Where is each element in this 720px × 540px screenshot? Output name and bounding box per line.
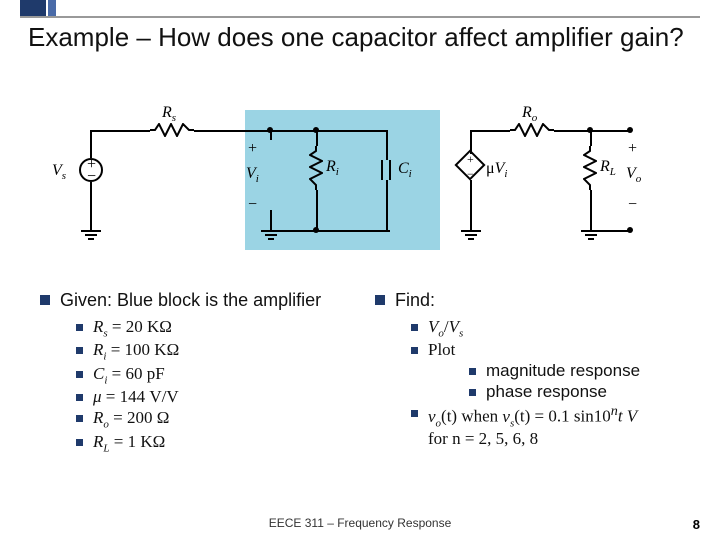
given-list: Rs = 20 KΩRi = 100 KΩCi = 60 pFμ = 144 V…: [76, 317, 365, 454]
find-column: Find: Vo/Vs Plot magnitude responsephase…: [365, 290, 700, 455]
bullet-icon: [76, 324, 83, 331]
given-item: RL = 1 KΩ: [76, 432, 365, 454]
given-item: Ro = 200 Ω: [76, 408, 365, 430]
label-rl: RL: [600, 158, 616, 178]
resistor-rl: [583, 146, 597, 190]
bullet-icon: [469, 368, 476, 375]
ground-icon: [81, 230, 101, 244]
label-rs: Rs: [162, 104, 176, 124]
given-heading: Given: Blue block is the amplifier: [60, 290, 321, 311]
bullet-icon: [411, 347, 418, 354]
label-ro: Ro: [522, 104, 537, 124]
plot-item: phase response: [469, 382, 700, 402]
given-column: Given: Blue block is the amplifier Rs = …: [40, 290, 365, 455]
label-vi: Vi: [246, 165, 259, 185]
plot-item: magnitude response: [469, 361, 700, 381]
label-muvi: μVi: [486, 160, 507, 180]
find-heading: Find:: [395, 290, 435, 311]
slide-accent-2: [48, 0, 56, 16]
page-number: 8: [693, 517, 700, 532]
bullet-icon: [40, 295, 50, 305]
bullet-icon: [76, 415, 83, 422]
bullet-icon: [469, 389, 476, 396]
bullet-icon: [76, 394, 83, 401]
bullet-icon: [76, 371, 83, 378]
find-vo-line: vo(t) when vs(t) = 0.1 sin10nt V for n =…: [428, 403, 637, 449]
given-item: Ri = 100 KΩ: [76, 340, 365, 362]
given-item: Ci = 60 pF: [76, 364, 365, 386]
label-ci: Ci: [398, 160, 412, 180]
find-ratio: Vo/Vs: [428, 317, 463, 339]
title-rule: [20, 16, 700, 18]
bullet-icon: [76, 439, 83, 446]
resistor-ri: [309, 146, 323, 190]
find-plot-label: Plot: [428, 340, 455, 360]
given-item: Rs = 20 KΩ: [76, 317, 365, 339]
bullet-icon: [411, 410, 418, 417]
label-vo: Vo: [626, 165, 641, 185]
bullet-icon: [375, 295, 385, 305]
label-vs: Vs: [52, 162, 66, 182]
slide-accent: [20, 0, 46, 16]
slide-footer: EECE 311 – Frequency Response: [0, 516, 720, 530]
label-ri-text: Ri: [326, 158, 339, 178]
plot-list: magnitude responsephase response: [469, 361, 700, 402]
given-item: μ = 144 V/V: [76, 387, 365, 407]
bullet-icon: [76, 347, 83, 354]
slide-title: Example – How does one capacitor affect …: [28, 22, 700, 53]
circuit-diagram: Rs + − Vs + Vi − Ri Ci + − μVi Ro: [70, 110, 650, 270]
resistor-ro: [510, 123, 554, 137]
resistor-rs: [150, 123, 194, 137]
content-area: Given: Blue block is the amplifier Rs = …: [40, 290, 700, 455]
bullet-icon: [411, 324, 418, 331]
